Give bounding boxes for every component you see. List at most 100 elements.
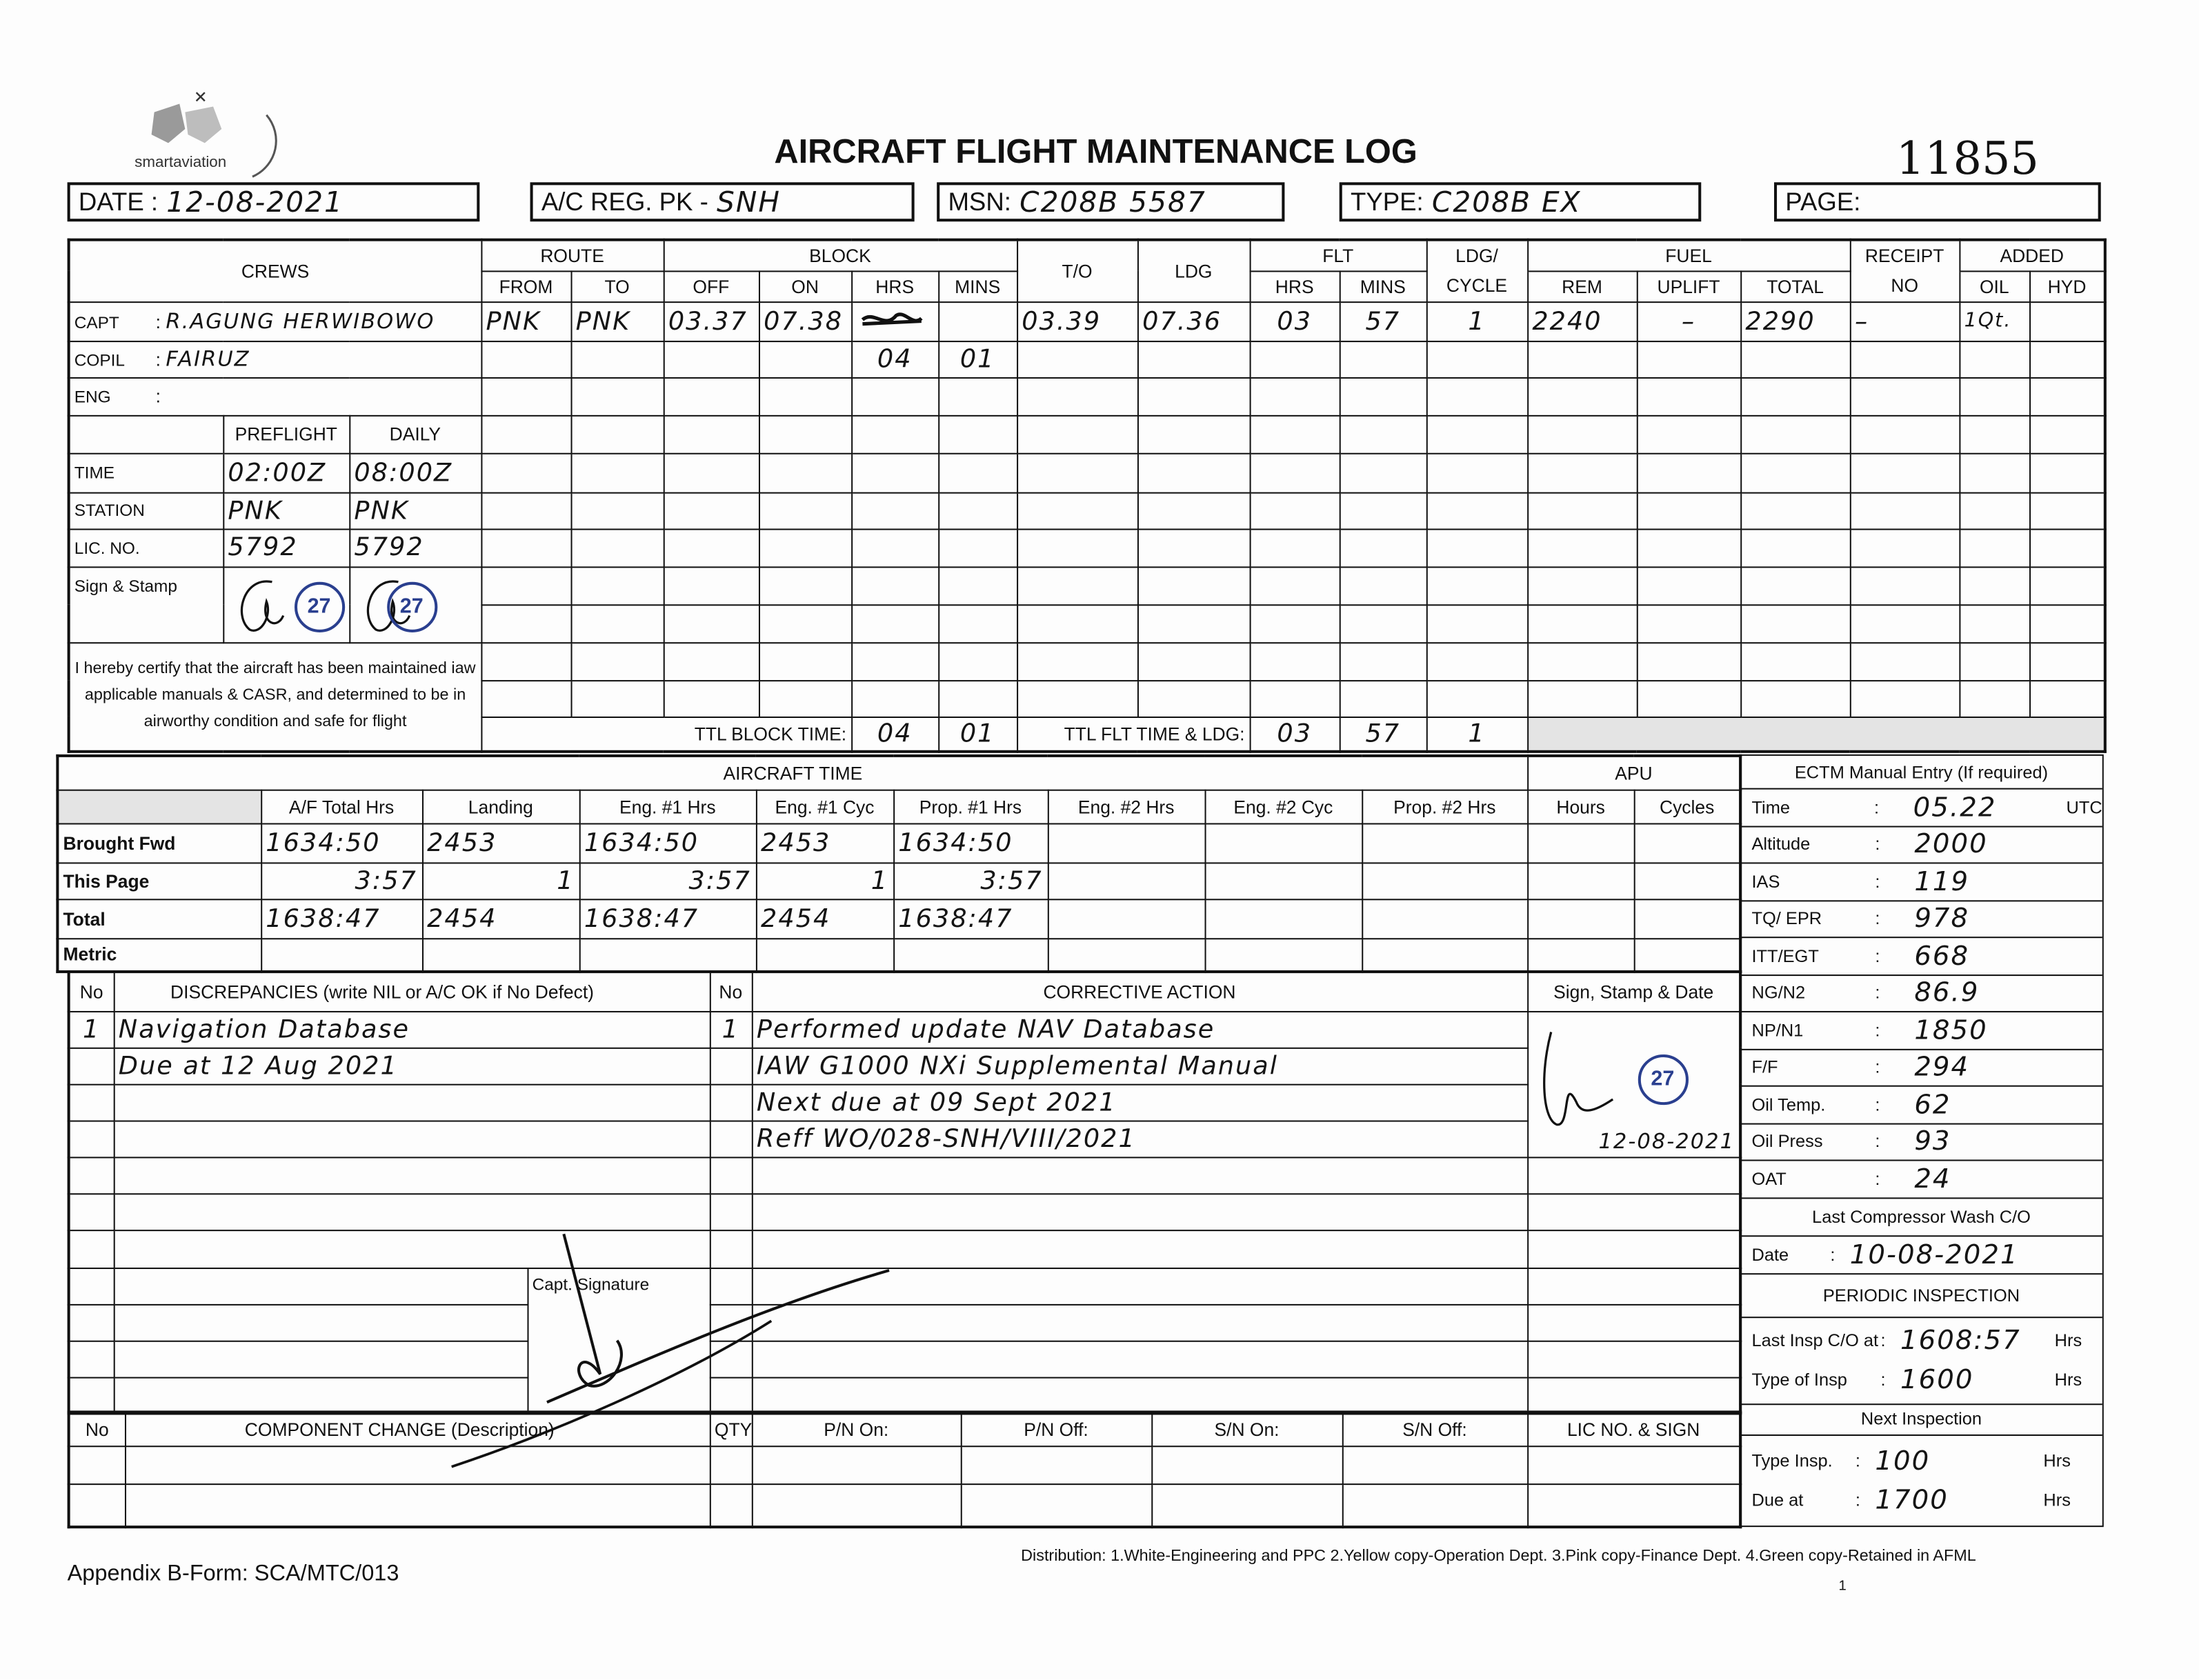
preflight-station: PNK <box>222 491 350 530</box>
inspection-time-row: TIME 02:00Z 08:00Z <box>68 452 2106 493</box>
empty-cell <box>480 491 572 530</box>
ectm-row: ITT/EGT: 668 <box>1740 938 2102 976</box>
capt-signature-box: Capt. Signature <box>526 1266 710 1413</box>
block-mins <box>937 301 1018 342</box>
empty-cell <box>68 1119 115 1158</box>
aircraft-time-value: 3:57 <box>578 861 757 900</box>
type-value: C208B EX <box>1431 185 1582 219</box>
empty-cell <box>1016 340 1139 378</box>
empty-cell <box>750 1483 962 1528</box>
flt-hrs-header: HRS <box>1248 270 1340 303</box>
empty-cell <box>1633 937 1742 973</box>
ectm-row: Oil Temp.: 62 <box>1740 1087 2102 1124</box>
component-column-header: QTY <box>708 1412 753 1447</box>
capt-signature-label: Capt. Signature <box>532 1274 650 1294</box>
takeoff-time: 03.39 <box>1016 301 1139 342</box>
preflight-sign-stamp: 27 <box>222 566 350 643</box>
action-line: IAW G1000 NXi Supplemental Manual <box>750 1046 1529 1085</box>
license-label: LIC. NO. <box>68 528 224 568</box>
sign-stamp-label: Sign & Stamp <box>68 566 224 643</box>
oil-header: OIL <box>1958 270 2031 303</box>
oil-added: 1Qt. <box>1958 301 2031 342</box>
empty-cell <box>1136 452 1251 493</box>
colon: : <box>1875 834 1880 854</box>
aircraft-time-value: 2453 <box>421 822 580 863</box>
empty-cell <box>1526 491 1638 530</box>
scribble-icon <box>860 312 922 326</box>
preflight-header: PREFLIGHT <box>222 414 350 454</box>
colon: : <box>1875 983 1880 1003</box>
empty-cell <box>1016 566 1139 606</box>
block-mins-header: MINS <box>937 270 1018 303</box>
empty-cell <box>112 1083 710 1121</box>
empty-cell <box>757 452 853 493</box>
daily-time: 08:00Z <box>348 452 482 493</box>
aircraft-time-value: 2454 <box>755 898 895 939</box>
empty-cell <box>662 641 760 681</box>
empty-cell <box>1425 340 1529 378</box>
reg-value: SNH <box>717 185 781 219</box>
fuel-uplift: – <box>1635 301 1742 342</box>
empty-cell <box>1958 340 2031 378</box>
ectm-row: OAT: 24 <box>1740 1161 2102 1199</box>
aircraft-time-value: 1634:50 <box>578 822 757 863</box>
aircraft-time-value: 2454 <box>421 898 580 939</box>
empty-cell <box>1958 491 2031 530</box>
empty-cell <box>1016 603 1139 643</box>
empty-cell <box>1526 937 1635 973</box>
empty-cell <box>1849 679 1960 717</box>
colon: : <box>1875 1169 1880 1189</box>
ectm-row: NG/N2: 86.9 <box>1740 975 2102 1012</box>
aircraft-time-row-label: Total <box>57 898 262 939</box>
empty-cell <box>1136 679 1251 717</box>
on-header: ON <box>757 270 853 303</box>
ttl-block-mins: 01 <box>937 715 1018 752</box>
empty-cell <box>1338 491 1427 530</box>
aircraft-time-value: 1 <box>755 861 895 900</box>
empty-cell <box>1635 491 1742 530</box>
empty-cell <box>1849 641 1960 681</box>
component-column-header: P/N Off: <box>959 1412 1153 1447</box>
ectm-value: 668 <box>1914 940 1970 972</box>
landing-time: 07.36 <box>1136 301 1251 342</box>
fuel-total: 2290 <box>1740 301 1851 342</box>
empty-cell <box>850 376 939 416</box>
due-label: Due at <box>1751 1490 1804 1510</box>
periodic-inspection-block: Last Insp C/O at:1608:57 Hrs Type of Insp… <box>1740 1317 2102 1405</box>
empty-cell <box>850 566 939 606</box>
empty-cell <box>1425 414 1529 454</box>
signature-icon <box>239 579 284 631</box>
empty-cell <box>2029 491 2106 530</box>
empty-cell <box>850 641 939 681</box>
type-insp-value: 1600 <box>1900 1364 1974 1396</box>
empty-cell <box>1958 376 2031 416</box>
ectm-value: 05.22 <box>1913 792 1997 823</box>
empty-cell <box>123 1483 710 1528</box>
empty-cell <box>757 414 853 454</box>
empty-cell <box>850 528 939 568</box>
empty-cell <box>1526 1303 1742 1341</box>
empty-cell <box>570 679 664 717</box>
empty-cell <box>1341 1445 1529 1485</box>
empty-cell <box>1248 491 1340 530</box>
ectm-label: F/F <box>1751 1057 1778 1078</box>
empty-cell <box>480 679 572 717</box>
empty-cell <box>662 603 760 643</box>
colon: : <box>1875 946 1880 966</box>
empty-cell <box>112 1192 710 1231</box>
captain-cell: CAPT: R.AGUNG HERWIBOWO <box>68 301 482 342</box>
empty-cell <box>1633 822 1742 863</box>
empty-cell <box>570 641 664 681</box>
empty-cell <box>570 414 664 454</box>
empty-cell <box>757 528 853 568</box>
empty-cell <box>1849 528 1960 568</box>
empty-cell <box>1526 1445 1742 1485</box>
landing-header: LDG <box>1136 239 1251 303</box>
aircraft-time-value: 3:57 <box>893 861 1048 900</box>
empty-cell <box>1425 452 1529 493</box>
empty-cell <box>1740 452 1851 493</box>
stamp-icon: 27 <box>386 581 437 632</box>
empty-cell <box>1248 452 1340 493</box>
empty-cell <box>1136 641 1251 681</box>
crew-role: ENG <box>74 387 111 407</box>
